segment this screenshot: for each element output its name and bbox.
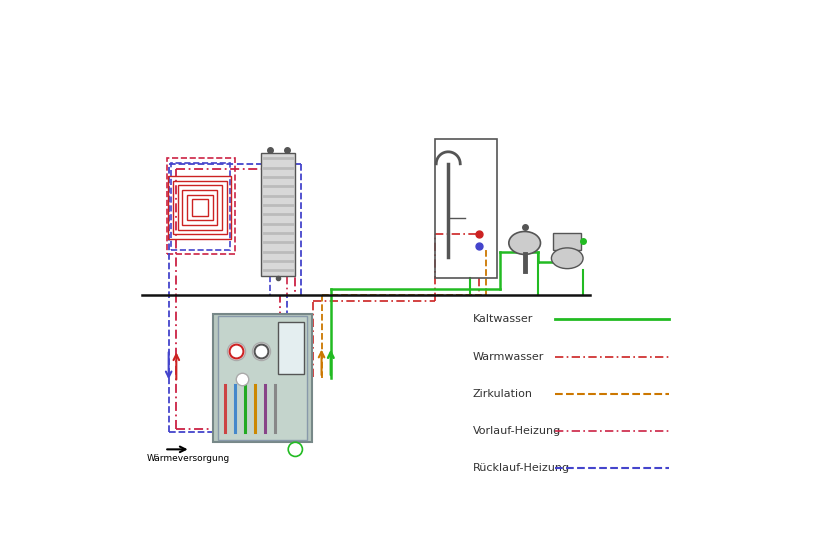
Bar (187, 194, 212, 220)
Ellipse shape (550, 248, 582, 269)
Bar (182, 190, 217, 225)
Text: Rücklauf-Heizung: Rücklauf-Heizung (473, 463, 569, 473)
Bar (178, 186, 222, 229)
Text: Vorlauf-Heizung: Vorlauf-Heizung (473, 426, 560, 436)
Bar (278, 322, 304, 374)
Ellipse shape (509, 232, 540, 254)
Text: Kaltwasser: Kaltwasser (473, 314, 532, 324)
Text: Wärmeversorgung: Wärmeversorgung (147, 454, 230, 463)
Bar (213, 314, 311, 442)
Bar (171, 163, 230, 250)
Bar (168, 176, 231, 239)
Bar (218, 316, 307, 440)
Bar (261, 153, 295, 276)
Bar (167, 158, 235, 254)
Bar (173, 181, 226, 234)
Bar (552, 233, 581, 250)
Bar (434, 139, 497, 278)
Text: Zirkulation: Zirkulation (473, 389, 532, 399)
Bar (192, 199, 208, 216)
Text: Warmwasser: Warmwasser (473, 352, 544, 361)
